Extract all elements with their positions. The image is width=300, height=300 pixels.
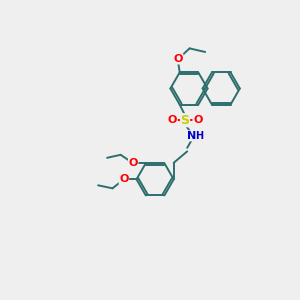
Text: O: O — [168, 115, 177, 125]
Text: O: O — [193, 115, 202, 125]
Text: N: N — [187, 131, 196, 141]
Text: O: O — [173, 54, 183, 64]
Text: O: O — [119, 174, 129, 184]
Text: H: H — [195, 131, 203, 141]
Text: S: S — [181, 114, 190, 127]
Text: O: O — [128, 158, 138, 168]
